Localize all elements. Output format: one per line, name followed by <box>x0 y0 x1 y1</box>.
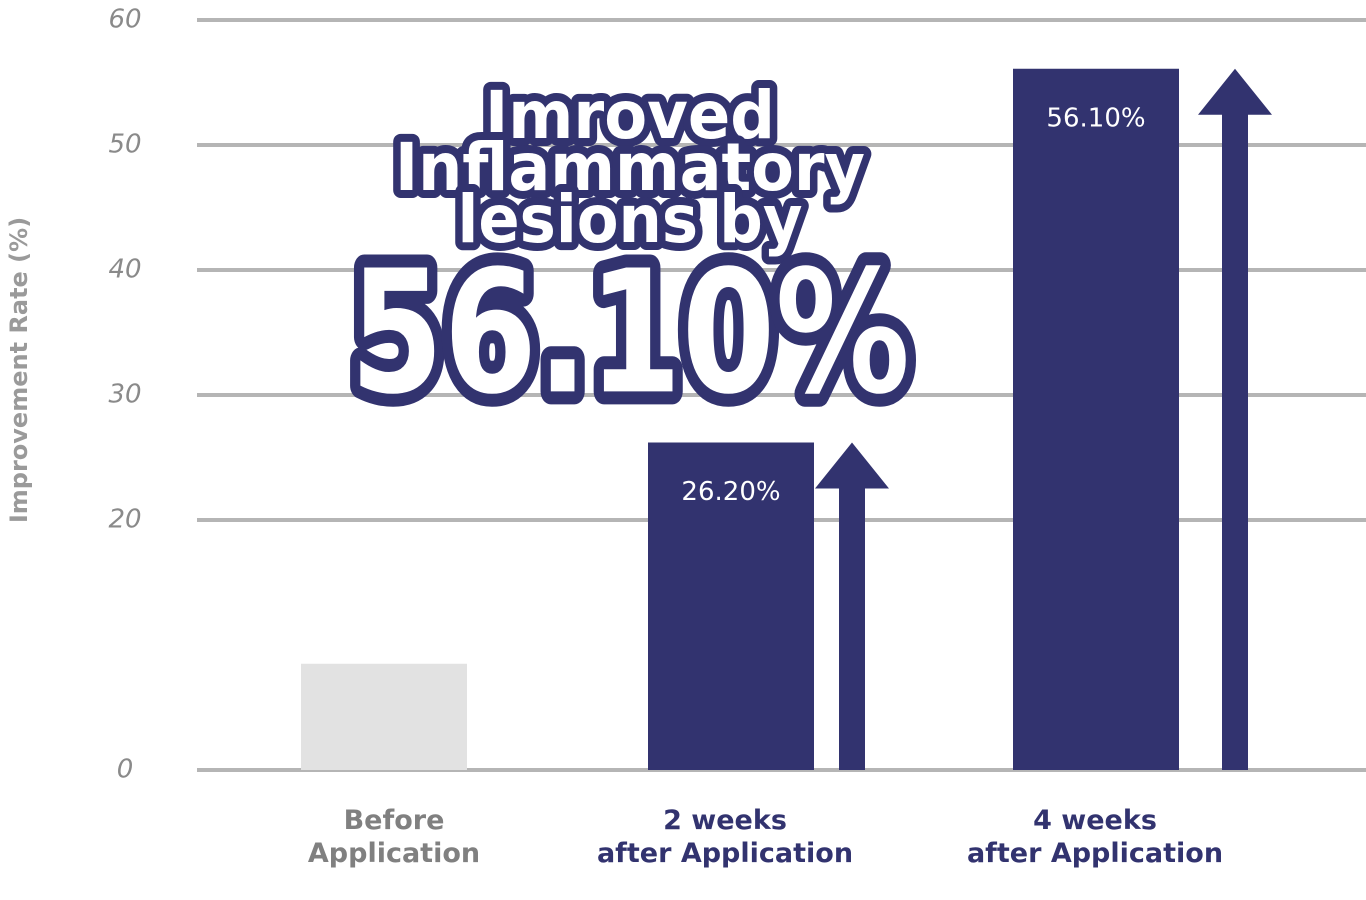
y-tick-label: 50 <box>108 130 141 160</box>
annotation-value: 56.10% <box>350 234 910 432</box>
x-tick-label: 4 weeks after Application <box>966 805 1224 869</box>
value-label: 56.10% <box>1046 103 1145 133</box>
y-tick-label: 20 <box>108 505 141 535</box>
annotation-line: lesions by <box>458 181 803 258</box>
y-tick-label: 40 <box>108 255 141 285</box>
y-tick-label: 0 <box>117 755 134 785</box>
x-tick-label: Before Application <box>307 805 481 869</box>
marks: 26.20% 56.10% <box>301 68 1272 770</box>
y-tick-label: 60 <box>108 5 141 35</box>
annotation-line: Inflammatory <box>395 129 865 206</box>
bar <box>1013 68 1179 770</box>
value-label: 26.20% <box>681 477 780 507</box>
y-tick-label: 30 <box>108 380 141 410</box>
annotation-line: Imroved <box>485 77 775 154</box>
arrow <box>815 442 889 770</box>
bar <box>648 442 814 770</box>
arrow <box>1198 68 1272 770</box>
y-axis-title: Improvement Rate (%) <box>5 217 33 523</box>
x-tick-label: 2 weeks after Application <box>596 805 854 869</box>
bar <box>301 663 467 770</box>
